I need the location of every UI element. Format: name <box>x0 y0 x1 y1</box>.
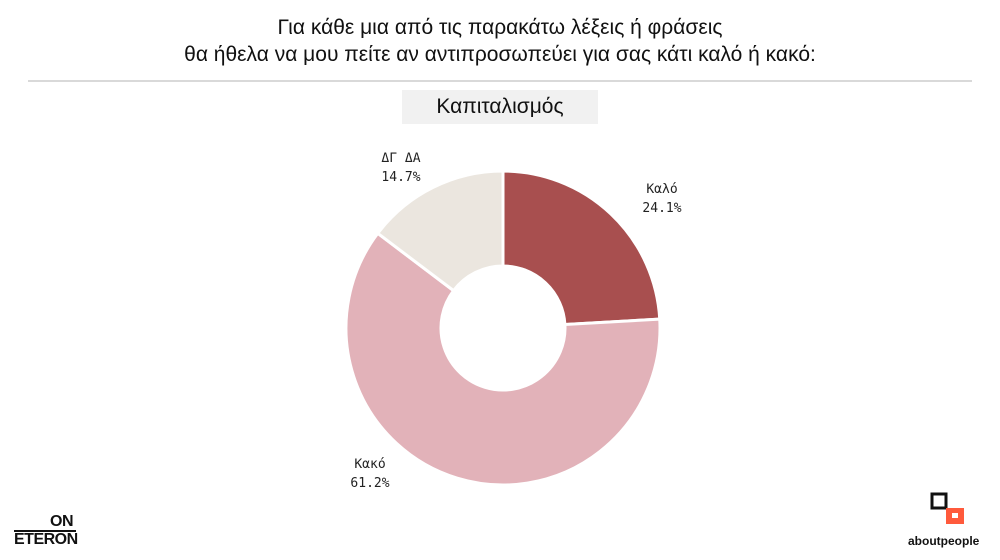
slice-dg-da-label: ΔΓ ΔΑ <box>381 151 420 166</box>
aboutpeople-word-about: about <box>908 534 941 548</box>
aboutpeople-mark-icon <box>930 492 964 524</box>
slice-kako-value-label: 61.2% <box>350 476 389 491</box>
slice-kako-label: Κακό <box>354 457 385 472</box>
eteron-logo-word: ETERON <box>14 530 78 548</box>
slice-dg-da-value-label: 14.7% <box>381 170 420 185</box>
slice-kalo <box>501 169 662 327</box>
title-line-1: Για κάθε μια από τις παρακάτω λέξεις ή φ… <box>277 16 723 39</box>
title-divider <box>28 80 972 82</box>
subtitle-text: Καπιταλισμός <box>436 95 564 118</box>
slice-kalo-value-label: 24.1% <box>642 201 681 216</box>
aboutpeople-logo: aboutpeople <box>908 492 979 552</box>
slice-kako <box>344 231 662 487</box>
chart-subtitle: Καπιταλισμός <box>402 90 598 124</box>
eteron-logo-on: ON <box>50 513 74 530</box>
eteron-logo: ON ETERON <box>14 513 78 548</box>
chart-title: Για κάθε μια από τις παρακάτω λέξεις ή φ… <box>0 14 1000 68</box>
slice-kalo-label: Καλό <box>646 182 677 197</box>
slice-dg-da <box>375 169 505 293</box>
title-line-2: θα ήθελα να μου πείτε αν αντιπροσωπεύει … <box>184 43 816 66</box>
aboutpeople-word-people: people <box>940 534 980 548</box>
aboutpeople-wordmark: aboutpeople <box>908 534 988 548</box>
